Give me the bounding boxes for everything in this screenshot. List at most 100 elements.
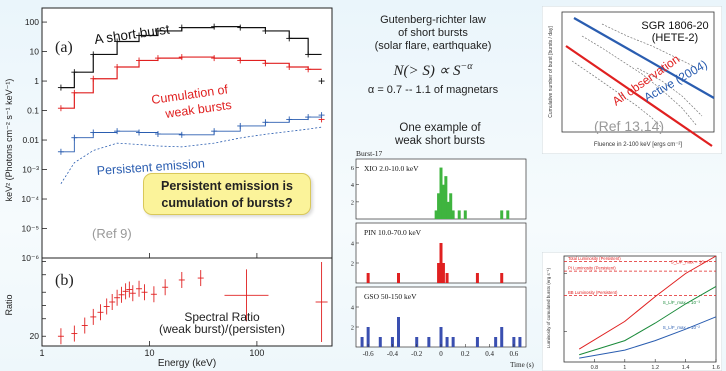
light-curve-bar <box>451 337 455 347</box>
lc-ytick-label: 2 <box>351 261 354 268</box>
light-curve-bar <box>439 327 443 347</box>
callout-line-2: cumulation of bursts? <box>161 196 293 210</box>
burst-title: Burst-17 <box>356 149 383 158</box>
spectrum-series <box>57 23 325 184</box>
law-line-3: (solar flare, earthquake) <box>374 40 492 52</box>
lum-xtick-label: 1.2 <box>651 365 659 371</box>
logn-logs-xlabel: Fluence in 2-100 keV [ergs cm⁻²] <box>594 142 683 148</box>
light-curve-bar <box>360 337 364 347</box>
lc-xtick-label: 0.2 <box>461 350 470 358</box>
gr-law-text: Gutenberg-richter law of short bursts (s… <box>338 14 528 97</box>
light-curve-bar <box>437 193 441 219</box>
persistent-dotted-model <box>60 126 322 184</box>
light-curve-bar <box>437 263 441 283</box>
formula-text: N(> S) ∝ S <box>393 63 461 79</box>
light-curve-bar <box>366 273 370 283</box>
panel-b-frame <box>41 257 333 347</box>
light-curve-bar <box>441 184 445 219</box>
luminosity-frame <box>563 255 717 363</box>
light-curve-bar <box>445 337 449 347</box>
light-curve-figure: Burst-17 XIO 2.0-10.0 keV 6 4 2 PIN 10.0-70.… <box>351 149 535 369</box>
light-curve-bar <box>415 337 419 347</box>
luminosity-ticks: 0.8 1 1.2 1.4 1.6 <box>564 273 720 371</box>
luminosity-curve-label: S_L/F_max = 10⁻² <box>663 325 701 330</box>
xtick-label: 1 <box>39 348 44 358</box>
light-curve-label: PIN 10.0-70.0 keV <box>364 228 422 237</box>
alpha-line: α = 0.7 -- 1.1 of magnetars <box>367 84 499 96</box>
ytick-label-a: 10⁻⁴ <box>21 194 39 204</box>
light-curve-bar <box>366 327 370 347</box>
lc-ytick-label: 4 <box>351 241 355 248</box>
ref-13-14: (Ref 13,14) <box>594 118 664 134</box>
light-curve-bar <box>397 317 400 347</box>
energy-xlabel: Energy (keV) <box>158 358 216 369</box>
light-curve-bar <box>457 210 461 219</box>
ytick-label-a: 10 <box>30 47 40 57</box>
panel-a-ylabel: keV² (Photons cm⁻² s⁻¹ keV⁻¹) <box>4 79 14 202</box>
lc-ytick-label: 4 <box>351 182 355 189</box>
logn-logs-ylabel: Cumulative number of burst [bursts / day… <box>548 26 554 118</box>
light-curve-bar <box>390 337 394 347</box>
light-curve-bar <box>475 273 479 283</box>
lc-xtick-label: 0.4 <box>485 350 494 358</box>
luminosity-curve <box>579 316 717 359</box>
lc-xtick-label: 0.6 <box>509 350 518 358</box>
light-curve-bar <box>512 337 516 347</box>
light-curve-bar <box>494 337 498 347</box>
panel-b-ylabel: Ratio <box>4 294 14 315</box>
example-text: One example of weak short bursts <box>345 122 535 148</box>
light-curve-bar <box>439 243 443 283</box>
light-curve-bar <box>500 273 504 283</box>
luminosity-bg <box>542 252 722 371</box>
light-curve-label: XIO 2.0-10.0 keV <box>364 164 419 173</box>
lum-xtick-label: 1.6 <box>712 365 720 371</box>
luminosity-figure: Total Luminosity (Persistent) PI Luminosi… <box>542 252 722 371</box>
question-callout: Persistent emission is cumulation of bur… <box>143 173 311 215</box>
light-curve-panels: XIO 2.0-10.0 keV 6 4 2 PIN 10.0-70.0 keV 4 2 GS… <box>351 158 527 358</box>
lc-ytick-label: 2 <box>351 199 354 206</box>
luminosity-reference-label: BB Luminosity (Persistent) <box>568 290 618 295</box>
logn-logs-figure: SGR 1806-20 (HETE-2) Active (2004) All o… <box>542 6 722 154</box>
xtick-label: 100 <box>249 348 264 358</box>
light-curve-bar <box>434 210 438 219</box>
luminosity-reference-label: PI Luminosity (Persistent) <box>568 266 616 271</box>
light-curve-bar <box>500 210 504 219</box>
formula-exponent: −α <box>460 61 473 72</box>
example-line-1: One example of <box>399 122 481 134</box>
ref-9: (Ref 9) <box>92 226 132 241</box>
lc-xtick-label: -0.2 <box>411 350 423 358</box>
light-curve-label: GSO 50-150 keV <box>364 292 417 301</box>
panel-a-label: (a) <box>55 39 73 56</box>
sgr-title-1: SGR 1806-20 <box>641 20 708 32</box>
gr-formula: N(> S) ∝ S−α <box>338 55 528 83</box>
lum-xtick-label: 0.8 <box>591 365 599 371</box>
luminosity-series: S_L/F_max = 10⁻⁴ S_L/F_max = 10⁻³ S_L/F_ma… <box>578 255 717 359</box>
light-curve-bar <box>500 327 504 347</box>
law-line-1: Gutenberg-richter law <box>380 14 486 26</box>
lc-xtick-label: 0 <box>439 350 443 358</box>
example-line-2: weak short bursts <box>394 135 486 147</box>
light-curve-bar <box>378 337 382 347</box>
active-line <box>573 17 715 99</box>
light-curve-bar <box>451 210 455 219</box>
xtick-label: 10 <box>144 348 154 358</box>
light-curve-bar <box>446 201 450 219</box>
lc-ytick-label: 2 <box>351 325 354 332</box>
luminosity-ylabel: Luminosity of cumulated bursts (erg s⁻¹) <box>546 267 551 348</box>
lc-xtick-label: -0.4 <box>387 350 399 358</box>
panel-a-frame <box>41 7 333 259</box>
light-curve-bar <box>518 337 522 347</box>
ytick-label-a: 1 <box>34 76 39 86</box>
light-curve-bar <box>506 210 510 219</box>
panel-b-label: (b) <box>55 272 74 289</box>
ratio-note-1: Spectral Ratio <box>184 310 260 324</box>
panel-a-ticks: 100 10 1 0.1 0.01 10⁻³ 10⁻⁴ 10⁻⁵ 10⁻⁶ 1 10 100 <box>21 17 264 358</box>
logn-logs-dashed-data <box>571 23 703 129</box>
logn-logs-frame <box>561 11 715 133</box>
light-curve-bar <box>445 273 449 283</box>
ytick-label-a: 10⁻⁵ <box>22 224 39 234</box>
ratio-points <box>57 262 328 345</box>
lc-ytick-label: 4 <box>351 305 355 312</box>
time-xlabel: Time (s) <box>510 361 534 369</box>
light-curve-bar <box>463 210 467 219</box>
